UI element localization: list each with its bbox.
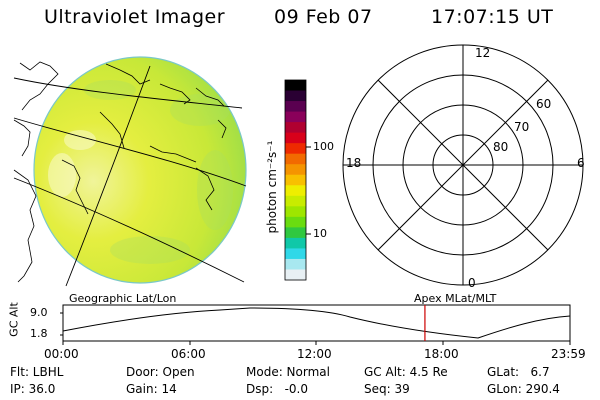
status-glon: GLon: 290.4	[487, 382, 560, 396]
status-ip: IP: 36.0	[10, 382, 56, 396]
colorbar-tick-10: 10	[313, 227, 327, 240]
colorbar-tick-100: 100	[313, 140, 334, 153]
earth-image	[33, 56, 247, 284]
status-dsp: Dsp: -0.0	[246, 382, 309, 396]
colorbar-band	[285, 216, 306, 228]
status-flt: Flt: LBHL	[10, 365, 64, 379]
colorbar-band	[285, 227, 306, 239]
coastlines	[13, 61, 227, 283]
status-gc-alt: GC Alt: 4.5 Re	[364, 365, 448, 379]
status-door: Door: Open	[126, 365, 195, 379]
colorbar-band	[285, 237, 306, 250]
colorbar-band	[285, 248, 306, 260]
geo-grid	[13, 65, 247, 287]
x-tick-0000: 00:00	[44, 347, 79, 361]
polar-lat-80: 80	[493, 140, 509, 154]
colorbar-band	[285, 111, 306, 123]
y-tick-1-8: 1.8	[30, 327, 48, 340]
x-tick-0600: 06:00	[171, 347, 206, 361]
polar-lat-70: 70	[514, 120, 530, 134]
instrument-title: Ultraviolet Imager	[44, 6, 226, 28]
gc-alt-axis-title: GC Alt	[7, 302, 21, 337]
polar-label-6: 6	[577, 156, 585, 170]
colorbar-band	[285, 195, 306, 207]
x-tick-1800: 18:00	[424, 347, 459, 361]
status-gain: Gain: 14	[126, 382, 177, 396]
colorbar-band	[285, 101, 306, 113]
y-tick-9: 9.0	[30, 306, 48, 319]
status-glat: GLat: 6.7	[487, 365, 550, 379]
colorbar-band	[285, 90, 306, 102]
colorbar-band	[285, 80, 306, 92]
polar-lat-60: 60	[536, 97, 552, 111]
x-tick-2359: 23:59	[551, 347, 586, 361]
colorbar-band	[285, 143, 306, 155]
polar-plot	[342, 44, 584, 286]
colorbar-unit-label: photon cm⁻²s⁻¹	[265, 140, 279, 234]
colorbar-band	[285, 269, 306, 281]
polar-label-0: 0	[468, 276, 476, 290]
status-seq: Seq: 39	[364, 382, 410, 396]
colorbar-band	[285, 174, 306, 186]
colorbar-band	[285, 258, 306, 271]
apex-mlat-mlt-label: Apex MLat/MLT	[414, 292, 497, 305]
geographic-latlon-label: Geographic Lat/Lon	[69, 292, 177, 305]
polar-label-12: 12	[475, 46, 491, 60]
time-label: 17:07:15 UT	[431, 6, 554, 28]
timeline-plot	[60, 304, 571, 345]
colorbar	[284, 79, 311, 281]
date-label: 09 Feb 07	[274, 6, 373, 28]
colorbar-band	[285, 185, 306, 197]
colorbar-band	[285, 164, 306, 176]
colorbar-band	[285, 122, 306, 134]
colorbar-band	[285, 132, 306, 144]
altitude-curve	[62, 307, 571, 339]
polar-label-18: 18	[346, 156, 362, 170]
x-tick-1200: 12:00	[297, 347, 332, 361]
colorbar-band	[285, 206, 306, 218]
colorbar-band	[285, 153, 306, 165]
status-mode: Mode: Normal	[246, 365, 330, 379]
